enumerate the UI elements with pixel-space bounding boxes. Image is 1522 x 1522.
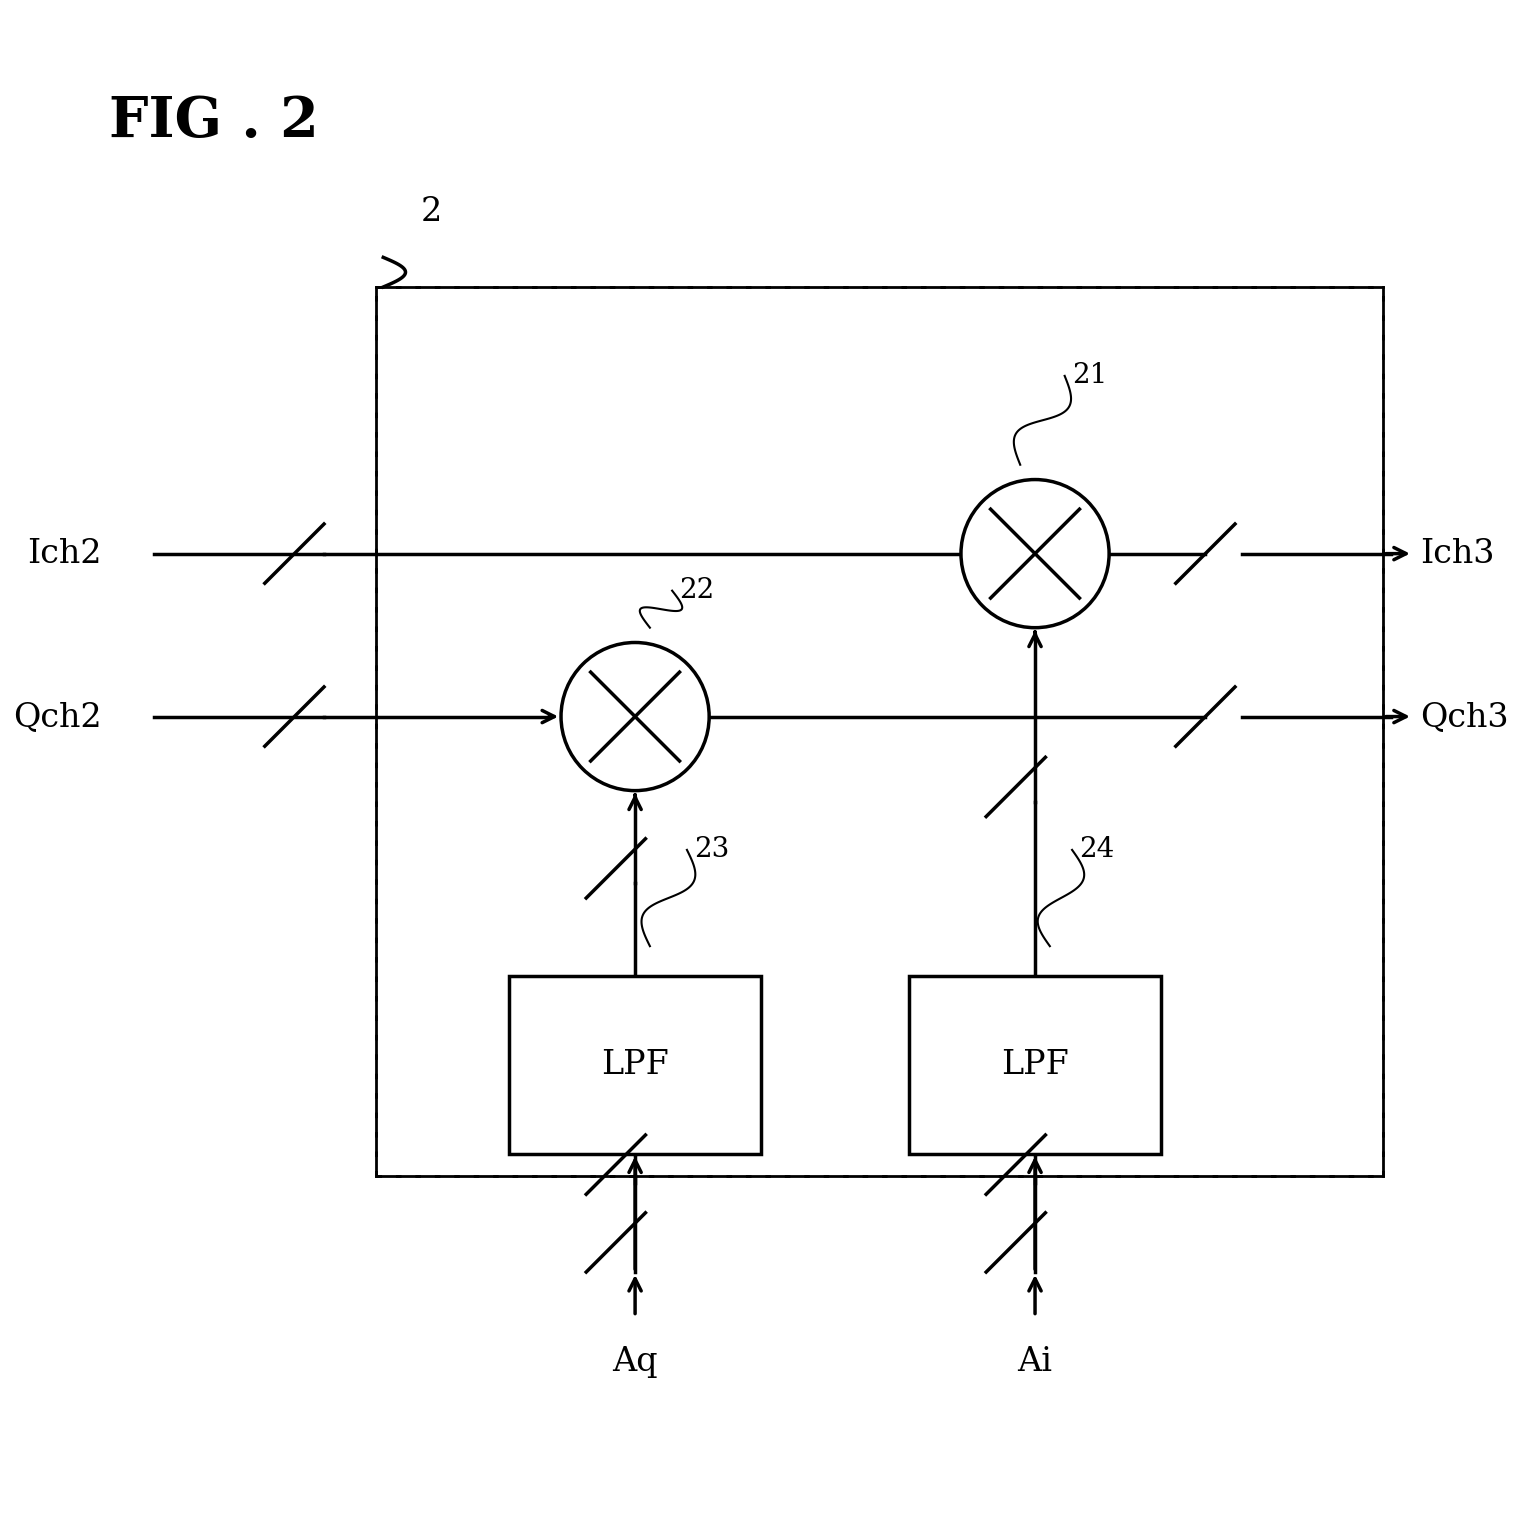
Text: LPF: LPF	[1001, 1049, 1068, 1081]
Text: Ai: Ai	[1018, 1345, 1053, 1377]
Text: 22: 22	[679, 577, 715, 604]
Text: Aq: Aq	[612, 1345, 658, 1377]
Circle shape	[562, 642, 709, 790]
Text: Qch3: Qch3	[1420, 700, 1508, 732]
Text: Qch2: Qch2	[14, 700, 102, 732]
Text: 23: 23	[694, 837, 729, 863]
Text: 24: 24	[1079, 837, 1114, 863]
Circle shape	[960, 479, 1110, 627]
Text: Ich3: Ich3	[1420, 537, 1495, 569]
Text: 2: 2	[420, 196, 441, 228]
Bar	[909, 976, 1161, 1154]
Text: LPF: LPF	[601, 1049, 670, 1081]
Bar	[510, 976, 761, 1154]
Text: FIG . 2: FIG . 2	[110, 94, 320, 149]
Text: Ich2: Ich2	[27, 537, 102, 569]
Text: 21: 21	[1071, 362, 1108, 390]
